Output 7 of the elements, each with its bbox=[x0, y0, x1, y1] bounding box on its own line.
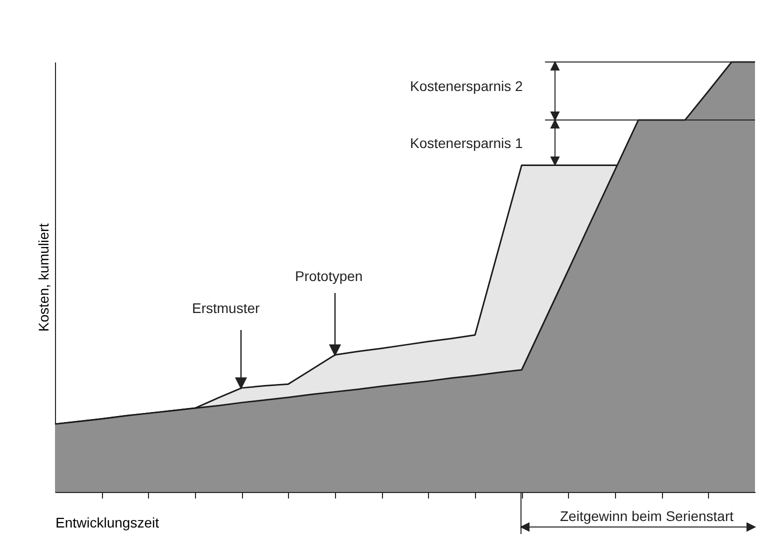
annotation: Kostenersparnis 2 bbox=[410, 78, 523, 94]
annotation: Erstmuster bbox=[192, 300, 260, 316]
text: Zeitgewinn beim Serienstart bbox=[560, 508, 734, 524]
annotation: Kostenersparnis 1 bbox=[410, 135, 523, 151]
y-axis-title: Kosten, kumuliert bbox=[36, 223, 52, 332]
x-axis-title: Entwicklungszeit bbox=[56, 514, 160, 530]
annotation: Prototypen bbox=[295, 268, 363, 284]
